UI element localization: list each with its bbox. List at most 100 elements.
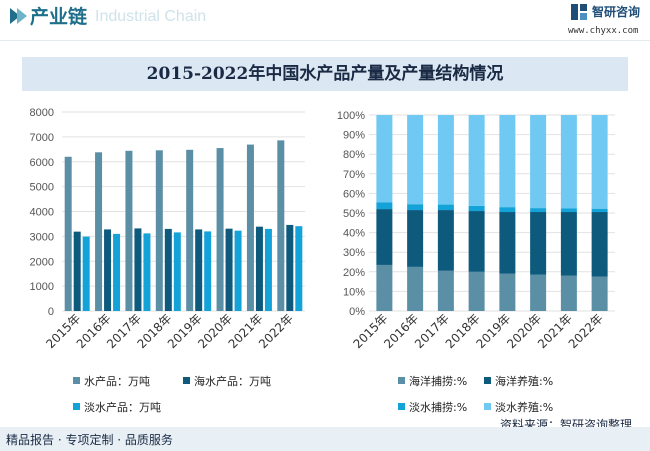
y-tick-label: 7000 bbox=[30, 132, 54, 144]
legend-swatch-fresh-capture bbox=[398, 403, 405, 410]
stacked-segment bbox=[437, 115, 454, 205]
bar bbox=[104, 229, 112, 311]
bar bbox=[234, 230, 242, 311]
y-tick-label: 0% bbox=[349, 306, 365, 318]
stacked-segment bbox=[560, 208, 577, 213]
brand-watermark: Industrial Chain bbox=[95, 8, 207, 25]
y-tick-label: 5000 bbox=[30, 182, 54, 194]
bar bbox=[134, 228, 142, 311]
stacked-segment bbox=[530, 208, 547, 213]
legend-swatch-sea-culture bbox=[484, 377, 491, 384]
legend-label-sea-culture: 海洋养殖:% bbox=[495, 375, 554, 388]
y-tick-label: 0 bbox=[48, 306, 54, 318]
stacked-segment bbox=[407, 204, 424, 211]
y-tick-label: 60% bbox=[343, 188, 365, 200]
stacked-segment bbox=[468, 211, 485, 272]
stacked-segment bbox=[376, 264, 393, 311]
y-tick-label: 30% bbox=[343, 247, 365, 259]
y-tick-label: 100% bbox=[337, 110, 365, 122]
legend-label-total: 水产品：万吨 bbox=[84, 375, 150, 388]
stacked-segment bbox=[499, 273, 516, 311]
y-tick-label: 20% bbox=[343, 267, 365, 279]
stacked-segment bbox=[499, 212, 516, 274]
production-bar-chart: 0100020003000400050006000700080002015年20… bbox=[30, 107, 305, 351]
chart-title: 2015-2022年中国水产品产量及产量结构情况 bbox=[146, 64, 504, 84]
bar bbox=[143, 233, 151, 311]
stacked-segment bbox=[499, 207, 516, 213]
stacked-segment bbox=[591, 212, 608, 277]
structure-stacked-chart: 0%10%20%30%40%50%60%70%80%90%100%2015年20… bbox=[337, 110, 615, 351]
legend-label-seawater: 海水产品：万吨 bbox=[194, 375, 271, 388]
legend-label-fresh-capture: 淡水捕捞:% bbox=[409, 401, 468, 414]
bar bbox=[73, 231, 81, 311]
logo-icon bbox=[571, 4, 587, 20]
legend-swatch-fresh-culture bbox=[484, 403, 491, 410]
stacked-segment bbox=[376, 202, 393, 210]
y-tick-label: 80% bbox=[343, 149, 365, 161]
chart-title-box bbox=[22, 57, 628, 91]
stacked-segment bbox=[591, 208, 608, 213]
stacked-segment bbox=[437, 210, 454, 271]
stacked-segment bbox=[468, 115, 485, 206]
bar bbox=[82, 236, 90, 311]
logo-url: www.chyxx.com bbox=[568, 26, 639, 36]
bar bbox=[195, 229, 203, 311]
page-title: 产业链 bbox=[30, 6, 88, 28]
bar bbox=[186, 149, 194, 311]
bar bbox=[64, 156, 72, 311]
bar bbox=[173, 232, 181, 311]
y-tick-label: 2000 bbox=[30, 256, 54, 268]
legend-label-fresh-culture: 淡水养殖:% bbox=[495, 401, 554, 414]
stacked-segment bbox=[560, 115, 577, 209]
y-tick-label: 6000 bbox=[30, 157, 54, 169]
y-tick-label: 8000 bbox=[30, 107, 54, 119]
bar bbox=[113, 233, 121, 311]
legend-swatch-seawater bbox=[183, 377, 190, 384]
x-tick-label: 2022年 bbox=[256, 311, 296, 351]
y-tick-label: 1000 bbox=[30, 281, 54, 293]
bar bbox=[246, 144, 254, 311]
stacked-segment bbox=[560, 275, 577, 311]
legend-swatch-freshwater bbox=[73, 403, 80, 410]
legend-label-sea-capture: 海洋捕捞:% bbox=[409, 375, 468, 388]
stacked-segment bbox=[468, 205, 485, 212]
footer-bar bbox=[0, 427, 650, 451]
y-tick-label: 3000 bbox=[30, 231, 54, 243]
stacked-segment bbox=[437, 204, 454, 211]
stacked-segment bbox=[560, 212, 577, 276]
header-divider bbox=[0, 40, 650, 41]
bar bbox=[225, 228, 233, 311]
y-tick-label: 50% bbox=[343, 208, 365, 220]
legend-swatch-sea-capture bbox=[398, 377, 405, 384]
y-tick-label: 40% bbox=[343, 228, 365, 240]
bar bbox=[204, 231, 212, 311]
bar bbox=[95, 152, 103, 311]
stacked-segment bbox=[407, 115, 424, 205]
y-tick-label: 10% bbox=[343, 286, 365, 298]
legend-label-freshwater: 淡水产品：万吨 bbox=[84, 401, 161, 414]
y-tick-label: 90% bbox=[343, 130, 365, 142]
stacked-segment bbox=[499, 115, 516, 208]
stacked-segment bbox=[591, 115, 608, 209]
header-bar-icon bbox=[10, 8, 27, 24]
bar bbox=[295, 226, 303, 311]
stacked-segment bbox=[376, 209, 393, 265]
stacked-segment bbox=[530, 212, 547, 275]
stacked-segment bbox=[530, 115, 547, 209]
bar bbox=[286, 224, 294, 311]
legend-swatch-total bbox=[73, 377, 80, 384]
stacked-segment bbox=[530, 274, 547, 311]
stacked-segment bbox=[407, 266, 424, 311]
bar bbox=[264, 228, 272, 311]
y-tick-label: 4000 bbox=[30, 207, 54, 219]
bar bbox=[164, 228, 172, 311]
bar bbox=[277, 140, 285, 311]
stacked-segment bbox=[407, 210, 424, 267]
bar bbox=[125, 150, 133, 311]
stacked-segment bbox=[591, 276, 608, 311]
footer-tagline: 精品报告 · 专项定制 · 品质服务 bbox=[6, 433, 173, 447]
stacked-segment bbox=[437, 270, 454, 311]
bar bbox=[216, 148, 224, 311]
bar bbox=[155, 150, 163, 311]
y-tick-label: 70% bbox=[343, 169, 365, 181]
